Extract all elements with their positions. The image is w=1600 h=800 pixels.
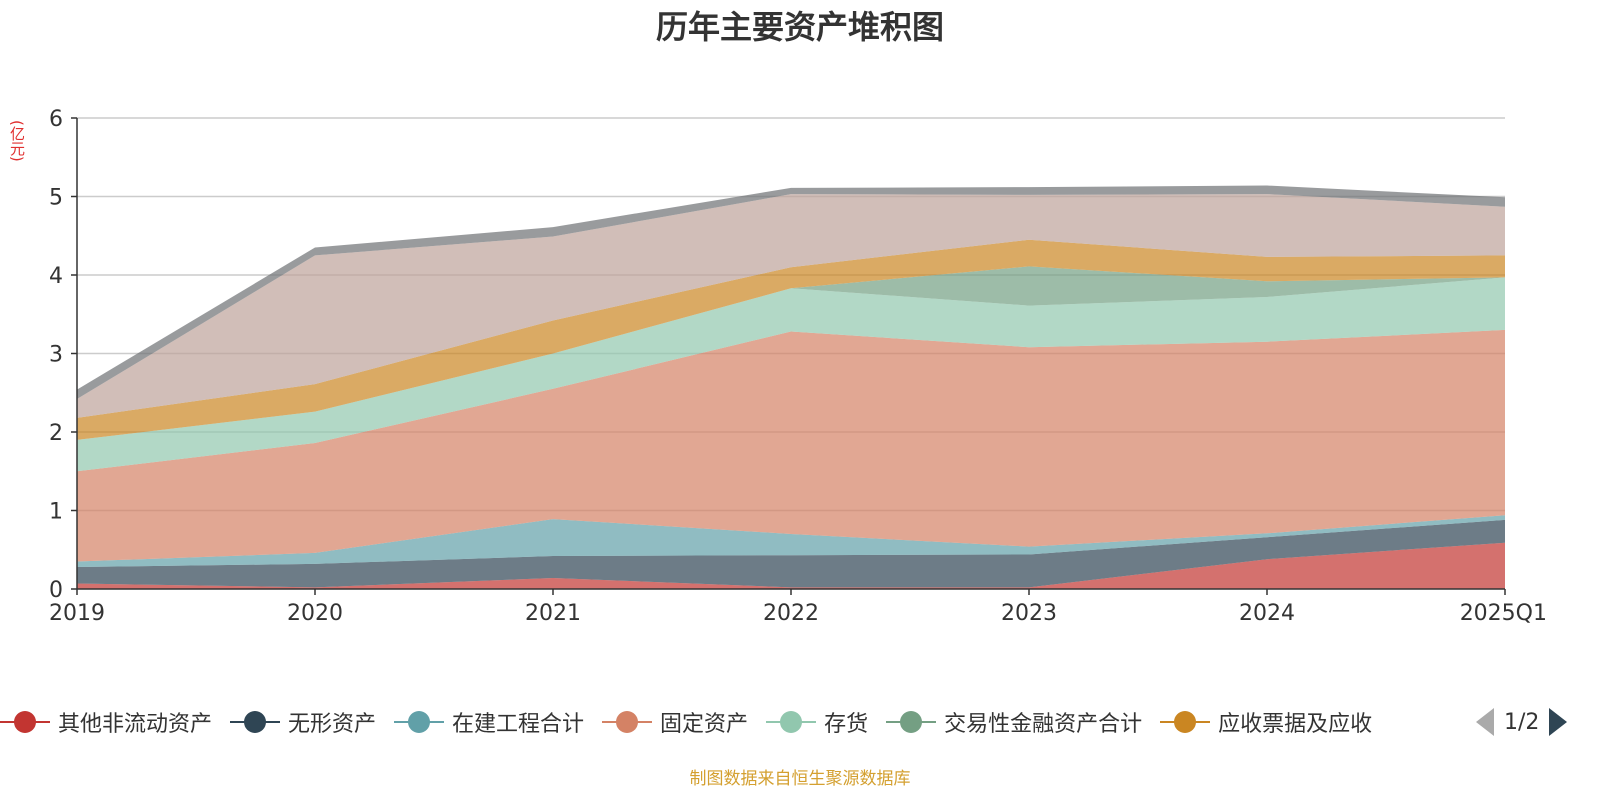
legend-marker-icon <box>602 708 653 736</box>
y-tick-label: 1 <box>49 500 63 525</box>
y-tick-label: 5 <box>49 186 63 211</box>
area-series-4[interactable] <box>77 329 1505 562</box>
x-tick-label: 2023 <box>1001 601 1057 626</box>
legend-label: 其他非流动资产 <box>58 712 213 737</box>
legend-item[interactable]: 固定资产 <box>602 706 748 738</box>
axes <box>71 117 1506 595</box>
y-tick-label: 3 <box>49 343 63 368</box>
legend-item[interactable]: 应收票据及应收 <box>1160 706 1372 738</box>
chart-legend: 其他非流动资产 无形资产 在建工程合计 固定资产 存货 交易性金融资产合计 应收票据及应收 <box>0 704 1600 740</box>
legend-label: 在建工程合计 <box>452 712 585 737</box>
legend-item[interactable]: 在建工程合计 <box>394 706 584 738</box>
legend-page-indicator: 1/2 <box>1504 709 1540 735</box>
x-tick-label: 2024 <box>1239 601 1295 626</box>
legend-item[interactable]: 交易性金融资产合计 <box>886 706 1142 738</box>
y-tick-label: 0 <box>49 578 63 603</box>
legend-label: 无形资产 <box>288 712 377 737</box>
x-tick-label: 2022 <box>763 601 819 626</box>
legend-marker-icon <box>886 708 937 736</box>
legend-marker-icon <box>1160 708 1211 736</box>
tick-labels: 0 1 2 3 4 5 6 2019 2020 2021 2022 2023 2024 2025Q1 <box>49 107 1547 626</box>
area-series-2[interactable] <box>77 519 1505 588</box>
area-series-5[interactable] <box>77 277 1505 472</box>
area-series <box>77 185 1505 589</box>
stacked-area-chart: 0 1 2 3 4 5 6 2019 2020 2021 2022 2023 2024 2025Q1 <box>49 107 1547 626</box>
legend-marker-icon <box>394 708 445 736</box>
area-series-9[interactable] <box>77 185 1505 400</box>
legend-pager: 1/2 <box>1476 704 1568 740</box>
data-source-note: 制图数据来自恒生聚源数据库 <box>689 769 911 789</box>
legend-item[interactable]: 其他非流动资产 <box>0 706 212 738</box>
area-series-8[interactable] <box>77 194 1505 418</box>
legend-next-arrow-icon[interactable] <box>1549 708 1568 736</box>
chart-title: 历年主要资产堆积图 <box>655 8 944 46</box>
legend-item[interactable]: 存货 <box>766 706 868 738</box>
legend-label: 应收票据及应收 <box>1218 712 1373 737</box>
area-series-1[interactable] <box>77 542 1505 589</box>
legend-item[interactable]: 无形资产 <box>230 706 376 738</box>
area-series-6[interactable] <box>77 266 1505 440</box>
y-axis-unit-label: (亿元) <box>8 120 26 162</box>
area-series-3[interactable] <box>77 515 1505 567</box>
legend-label: 交易性金融资产合计 <box>944 712 1143 737</box>
x-tick-label: 2019 <box>49 601 105 626</box>
area-series-7[interactable] <box>77 239 1505 440</box>
y-tick-label: 6 <box>49 107 63 132</box>
y-tick-label: 4 <box>49 264 63 289</box>
legend-label: 固定资产 <box>660 712 749 737</box>
legend-label: 存货 <box>824 712 869 737</box>
legend-marker-icon <box>0 708 50 736</box>
x-tick-label: 2021 <box>525 601 581 626</box>
x-tick-label: 2020 <box>287 601 343 626</box>
legend-marker-icon <box>766 708 817 736</box>
y-tick-label: 2 <box>49 421 63 446</box>
legend-prev-arrow-icon[interactable] <box>1476 708 1494 736</box>
x-tick-label: 2025Q1 <box>1460 601 1547 626</box>
legend-marker-icon <box>230 708 281 736</box>
